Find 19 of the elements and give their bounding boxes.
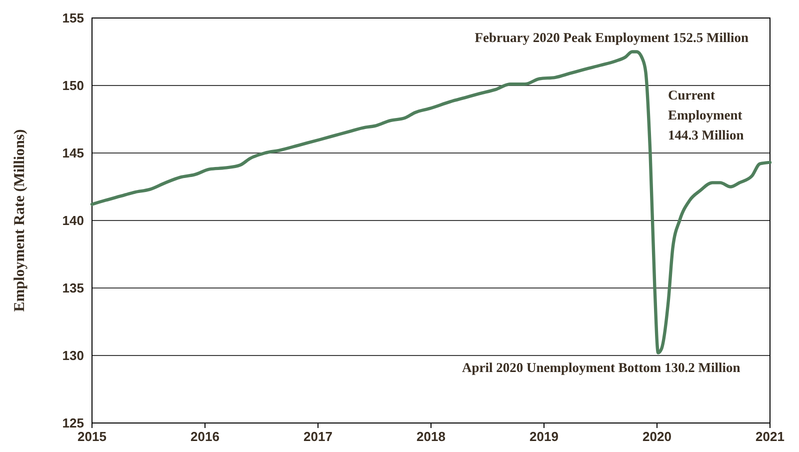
y-tick-label: 135 — [62, 280, 84, 296]
y-tick-label: 140 — [62, 213, 84, 228]
x-tick-label: 2015 — [78, 429, 106, 444]
y-tick-label: 150 — [62, 78, 84, 94]
y-tick-label: 125 — [62, 416, 84, 431]
annotation: Current Employment 144.3 Million — [668, 88, 744, 142]
x-tick-label: 2016 — [190, 429, 220, 444]
x-tick-label: 2020 — [642, 429, 672, 444]
y-tick-label: 155 — [62, 10, 84, 26]
x-tick-label: 2018 — [416, 429, 446, 444]
y-tick-label: 130 — [62, 348, 84, 364]
y-axis-title: Employment Rate (Millions) — [12, 129, 28, 312]
x-tick-label: 2017 — [304, 429, 332, 444]
annotation: April 2020 Unemployment Bottom 130.2 Million — [462, 360, 741, 375]
line-series — [90, 50, 772, 354]
x-tick-label: 2021 — [756, 429, 784, 444]
annotation: February 2020 Peak Employment 152.5 Million — [474, 30, 750, 45]
x-tick-label: 2019 — [530, 429, 558, 444]
y-tick-label: 145 — [62, 146, 84, 161]
